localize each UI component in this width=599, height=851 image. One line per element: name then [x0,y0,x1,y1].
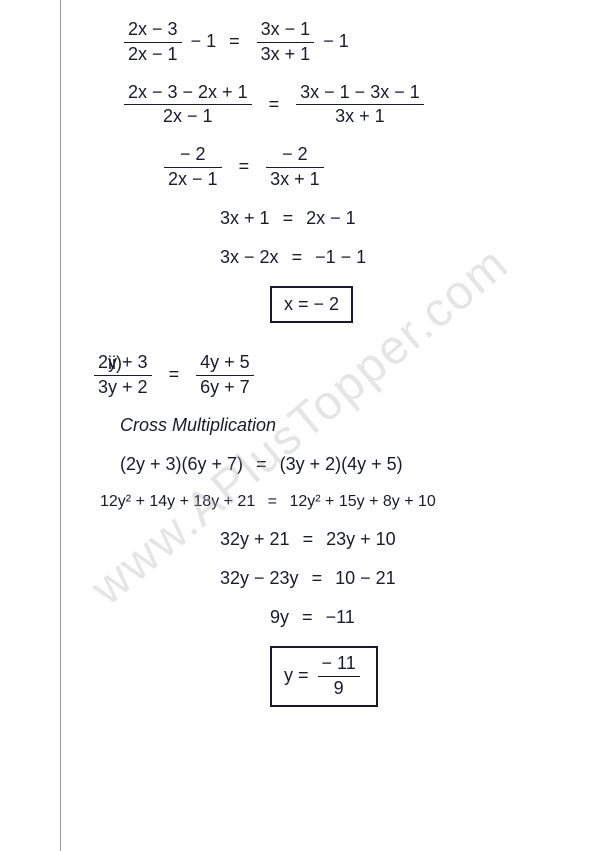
equals: = [268,493,277,510]
numerator: 4y + 5 [196,353,254,376]
fraction: 2x − 3 − 2x + 1 2x − 1 [124,83,252,128]
equals: = [169,364,180,384]
p2-step5: 32y − 23y = 10 − 21 [70,568,559,589]
numerator: − 2 [164,145,222,168]
denominator: 3y + 2 [94,376,152,398]
lhs: 32y + 21 [220,529,290,549]
denominator: 3x + 1 [257,43,315,65]
equals: = [256,454,267,474]
denominator: 3x + 1 [266,168,324,190]
p2-step4: 32y + 21 = 23y + 10 [70,529,559,550]
fraction: 3x − 1 3x + 1 [257,20,315,65]
fraction: − 2 2x − 1 [164,145,222,190]
denominator: 2x − 1 [124,43,182,65]
numerator: 3x − 1 [257,20,315,43]
lhs: 9y [270,607,289,627]
rhs: 2x − 1 [306,208,356,228]
rhs: 10 − 21 [335,568,396,588]
p1-step2: 2x − 3 − 2x + 1 2x − 1 = 3x − 1 − 3x − 1… [70,83,559,128]
numerator: 3x − 1 − 3x − 1 [296,83,424,106]
minus-one: − 1 [191,31,217,51]
equals: = [303,529,314,549]
margin-line [60,0,61,851]
numerator: − 11 [318,654,360,677]
numerator: 2x − 3 [124,20,182,43]
denominator: 2x − 1 [164,168,222,190]
p2-step1: ii) 2y + 3 3y + 2 = 4y + 5 6y + 7 [70,353,559,398]
p1-step3: − 2 2x − 1 = − 2 3x + 1 [70,145,559,190]
answer-lhs: y = [284,665,309,685]
rhs: (3y + 2)(4y + 5) [280,454,403,474]
fraction: 4y + 5 6y + 7 [196,353,254,398]
numerator: 2x − 3 − 2x + 1 [124,83,252,106]
problem-2-section: ii) 2y + 3 3y + 2 = 4y + 5 6y + 7 Cross … [70,353,559,707]
fraction: 2y + 3 3y + 2 [94,353,152,398]
equals: = [269,94,280,114]
fraction: 2x − 3 2x − 1 [124,20,182,65]
boxed-answer: x = − 2 [270,286,353,323]
lhs: 12y² + 14y + 18y + 21 [100,493,255,510]
fraction: − 11 9 [318,654,360,699]
rhs: −11 [326,607,355,627]
p1-answer: x = − 2 [70,286,559,323]
equals: = [302,607,313,627]
p2-step2: (2y + 3)(6y + 7) = (3y + 2)(4y + 5) [70,454,559,475]
denominator: 3x + 1 [296,105,424,127]
p1-step5: 3x − 2x = −1 − 1 [70,247,559,268]
equals: = [292,247,303,267]
p1-step1: 2x − 3 2x − 1 − 1 = 3x − 1 3x + 1 − 1 [70,20,559,65]
fraction: − 2 3x + 1 [266,145,324,190]
p2-step3: 12y² + 14y + 18y + 21 = 12y² + 15y + 8y … [70,493,559,511]
equals: = [283,208,294,228]
minus-one: − 1 [323,31,349,51]
fraction: 3x − 1 − 3x − 1 3x + 1 [296,83,424,128]
lhs: 32y − 23y [220,568,299,588]
rhs: 12y² + 15y + 8y + 10 [289,493,435,510]
rhs: −1 − 1 [315,247,366,267]
math-worksheet-page: www.APlusTopper.com 2x − 3 2x − 1 − 1 = … [0,0,599,851]
lhs: 3x + 1 [220,208,270,228]
rhs: 23y + 10 [326,529,396,549]
p2-method: Cross Multiplication [70,415,559,436]
problem-label: ii) [108,353,122,374]
p2-step6: 9y = −11 [70,607,559,628]
numerator: − 2 [266,145,324,168]
denominator: 9 [318,677,360,699]
lhs: 3x − 2x [220,247,279,267]
denominator: 2x − 1 [124,105,252,127]
equals: = [312,568,323,588]
p2-answer: y = − 11 9 [70,646,559,707]
p1-step4: 3x + 1 = 2x − 1 [70,208,559,229]
lhs: (2y + 3)(6y + 7) [120,454,243,474]
equals: = [229,31,240,51]
numerator: 2y + 3 [94,353,152,376]
denominator: 6y + 7 [196,376,254,398]
boxed-answer: y = − 11 9 [270,646,378,707]
equals: = [239,156,250,176]
